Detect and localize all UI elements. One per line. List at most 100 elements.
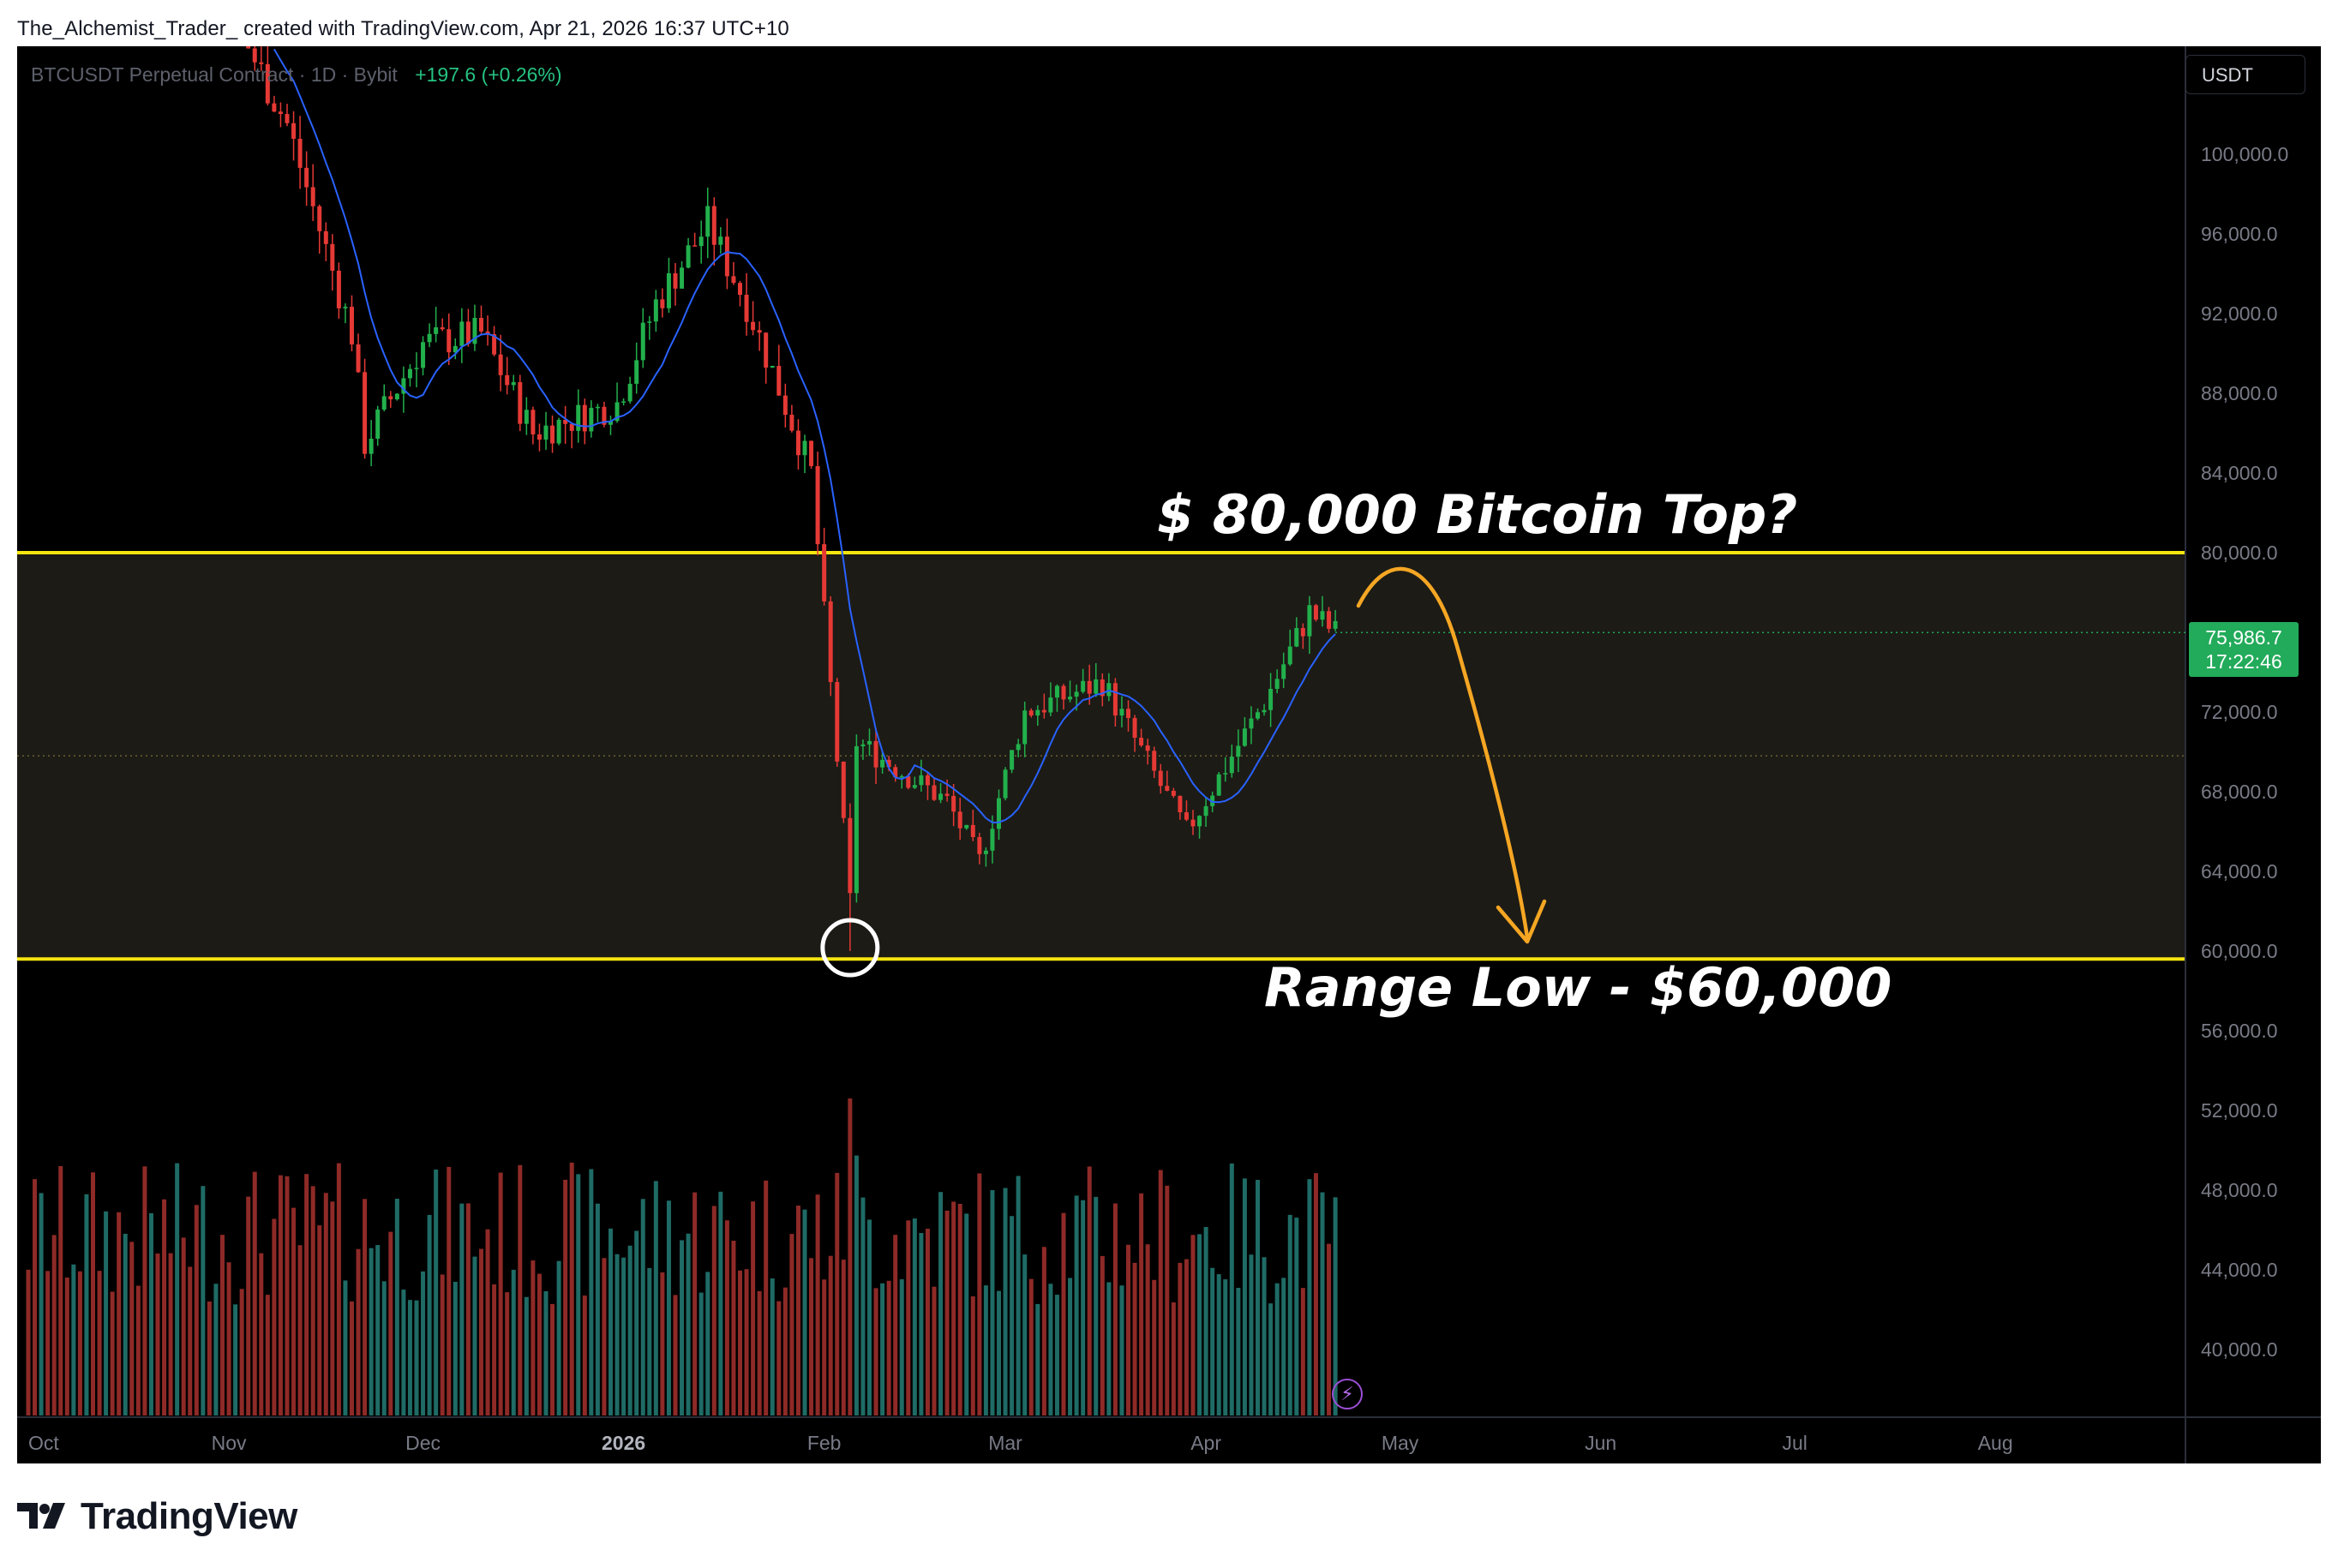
annotation-top: $ 80,000 Bitcoin Top? — [1157, 483, 1798, 546]
volume-bar — [1010, 1216, 1015, 1415]
volume-bar — [1112, 1203, 1118, 1415]
volume-bar — [1268, 1303, 1274, 1415]
candle-body — [698, 236, 704, 247]
symbol-interval: 1D — [310, 63, 337, 86]
volume-bar — [653, 1181, 658, 1415]
candle-body — [518, 382, 523, 424]
lightning-icon[interactable]: ⚡ — [1332, 1379, 1363, 1409]
volume-bar — [375, 1245, 381, 1415]
x-tick-label-3: 2026 — [602, 1432, 645, 1454]
candle-body — [1249, 718, 1254, 729]
y-tick-label-3: 88,000.0 — [2201, 382, 2278, 404]
candle-body — [582, 404, 587, 432]
volume-bar — [531, 1260, 536, 1415]
volume-bar — [698, 1292, 704, 1415]
candle-body — [666, 272, 671, 308]
x-tick-label-2: Dec — [405, 1432, 441, 1454]
y-tick-label-14: 40,000.0 — [2201, 1338, 2278, 1361]
volume-bar — [201, 1186, 206, 1415]
volume-bar — [569, 1162, 574, 1415]
candle-body — [304, 167, 309, 188]
volume-bar — [1229, 1163, 1234, 1415]
candle-body — [614, 402, 620, 422]
candle-body — [828, 601, 833, 683]
volume-bar — [822, 1279, 827, 1415]
candle-body — [569, 423, 574, 431]
volume-bar — [350, 1301, 354, 1415]
y-tick-label-4: 84,000.0 — [2201, 462, 2278, 484]
volume-bar — [556, 1260, 561, 1415]
currency-selector-button[interactable]: USDT — [2185, 55, 2305, 94]
candle-body — [427, 333, 432, 343]
volume-bar — [1035, 1303, 1040, 1415]
volume-bar — [1242, 1178, 1247, 1415]
price-chart[interactable]: 100,000.0 96,000.0 92,000.0 88,000.0 84,000.… — [17, 46, 2321, 1463]
y-tick-label-5: 80,000.0 — [2201, 542, 2278, 564]
candle-body — [1274, 679, 1280, 689]
candle-body — [1158, 770, 1163, 787]
volume-bar — [1145, 1244, 1150, 1415]
candle-body — [556, 419, 561, 444]
x-tick-label-7: May — [1382, 1432, 1419, 1454]
candle-body — [621, 401, 626, 403]
candle-body — [1229, 757, 1234, 774]
candle-body — [705, 206, 710, 237]
candle-body — [795, 430, 800, 456]
candle-body — [1210, 795, 1215, 806]
volume-bar — [1054, 1295, 1059, 1415]
volume-bar — [1041, 1247, 1046, 1415]
volume-bar — [666, 1200, 671, 1415]
candle-body — [1112, 683, 1118, 716]
candle-body — [1256, 712, 1260, 719]
x-tick-label-1: Nov — [212, 1432, 247, 1454]
candle-body — [1016, 744, 1021, 751]
volume-bar — [757, 1290, 762, 1415]
volume-bar — [1152, 1279, 1157, 1415]
volume-bar — [1216, 1274, 1221, 1415]
candle-body — [899, 775, 904, 778]
y-tick-label-10: 56,000.0 — [2201, 1020, 2278, 1042]
candle-body — [465, 321, 471, 344]
candle-body — [835, 682, 840, 762]
volume-bar — [1223, 1279, 1228, 1415]
candle-body — [692, 245, 698, 247]
candle-body — [1242, 728, 1247, 746]
volume-bar — [673, 1295, 678, 1415]
moving-average-line — [273, 48, 1336, 824]
chart-frame[interactable]: 100,000.0 96,000.0 92,000.0 88,000.0 84,000.… — [17, 46, 2321, 1463]
candle-body — [479, 318, 483, 332]
volume-bar — [129, 1242, 135, 1415]
volume-bar — [317, 1225, 322, 1415]
y-tick-label-6: 72,000.0 — [2201, 701, 2278, 723]
volume-bar — [407, 1300, 412, 1415]
volume-bar — [964, 1213, 969, 1415]
candle-body — [550, 425, 555, 444]
candle-body — [1165, 786, 1170, 791]
volume-bar — [738, 1270, 742, 1415]
candle-body — [925, 775, 930, 786]
volume-bar — [285, 1176, 290, 1415]
candle-body — [906, 775, 911, 788]
volume-bar — [944, 1210, 950, 1415]
candle-body — [1054, 685, 1059, 698]
volume-bar — [1106, 1282, 1112, 1415]
volume-bar — [64, 1278, 69, 1415]
y-tick-label-2: 92,000.0 — [2201, 302, 2278, 325]
volume-bar — [181, 1237, 186, 1415]
volume-bar — [135, 1285, 141, 1415]
annotation-range-low: Range Low - $60,000 — [1264, 956, 1892, 1019]
tradingview-wordmark: TradingView — [81, 1495, 297, 1537]
candle-body — [524, 410, 529, 424]
candle-body — [1223, 773, 1228, 775]
volume-bar — [394, 1199, 399, 1415]
tradingview-logo[interactable]: TradingView — [17, 1495, 297, 1538]
volume-bar — [1048, 1284, 1053, 1415]
volume-bar — [873, 1288, 878, 1415]
volume-bar — [427, 1214, 432, 1415]
volume-bar — [997, 1290, 1001, 1415]
volume-bar — [297, 1245, 303, 1415]
symbol-legend[interactable]: BTCUSDT Perpetual Contract · 1D · Bybit … — [31, 63, 562, 87]
volume-bar — [465, 1203, 471, 1415]
volume-bar — [1171, 1302, 1176, 1415]
volume-bar — [265, 1295, 270, 1415]
